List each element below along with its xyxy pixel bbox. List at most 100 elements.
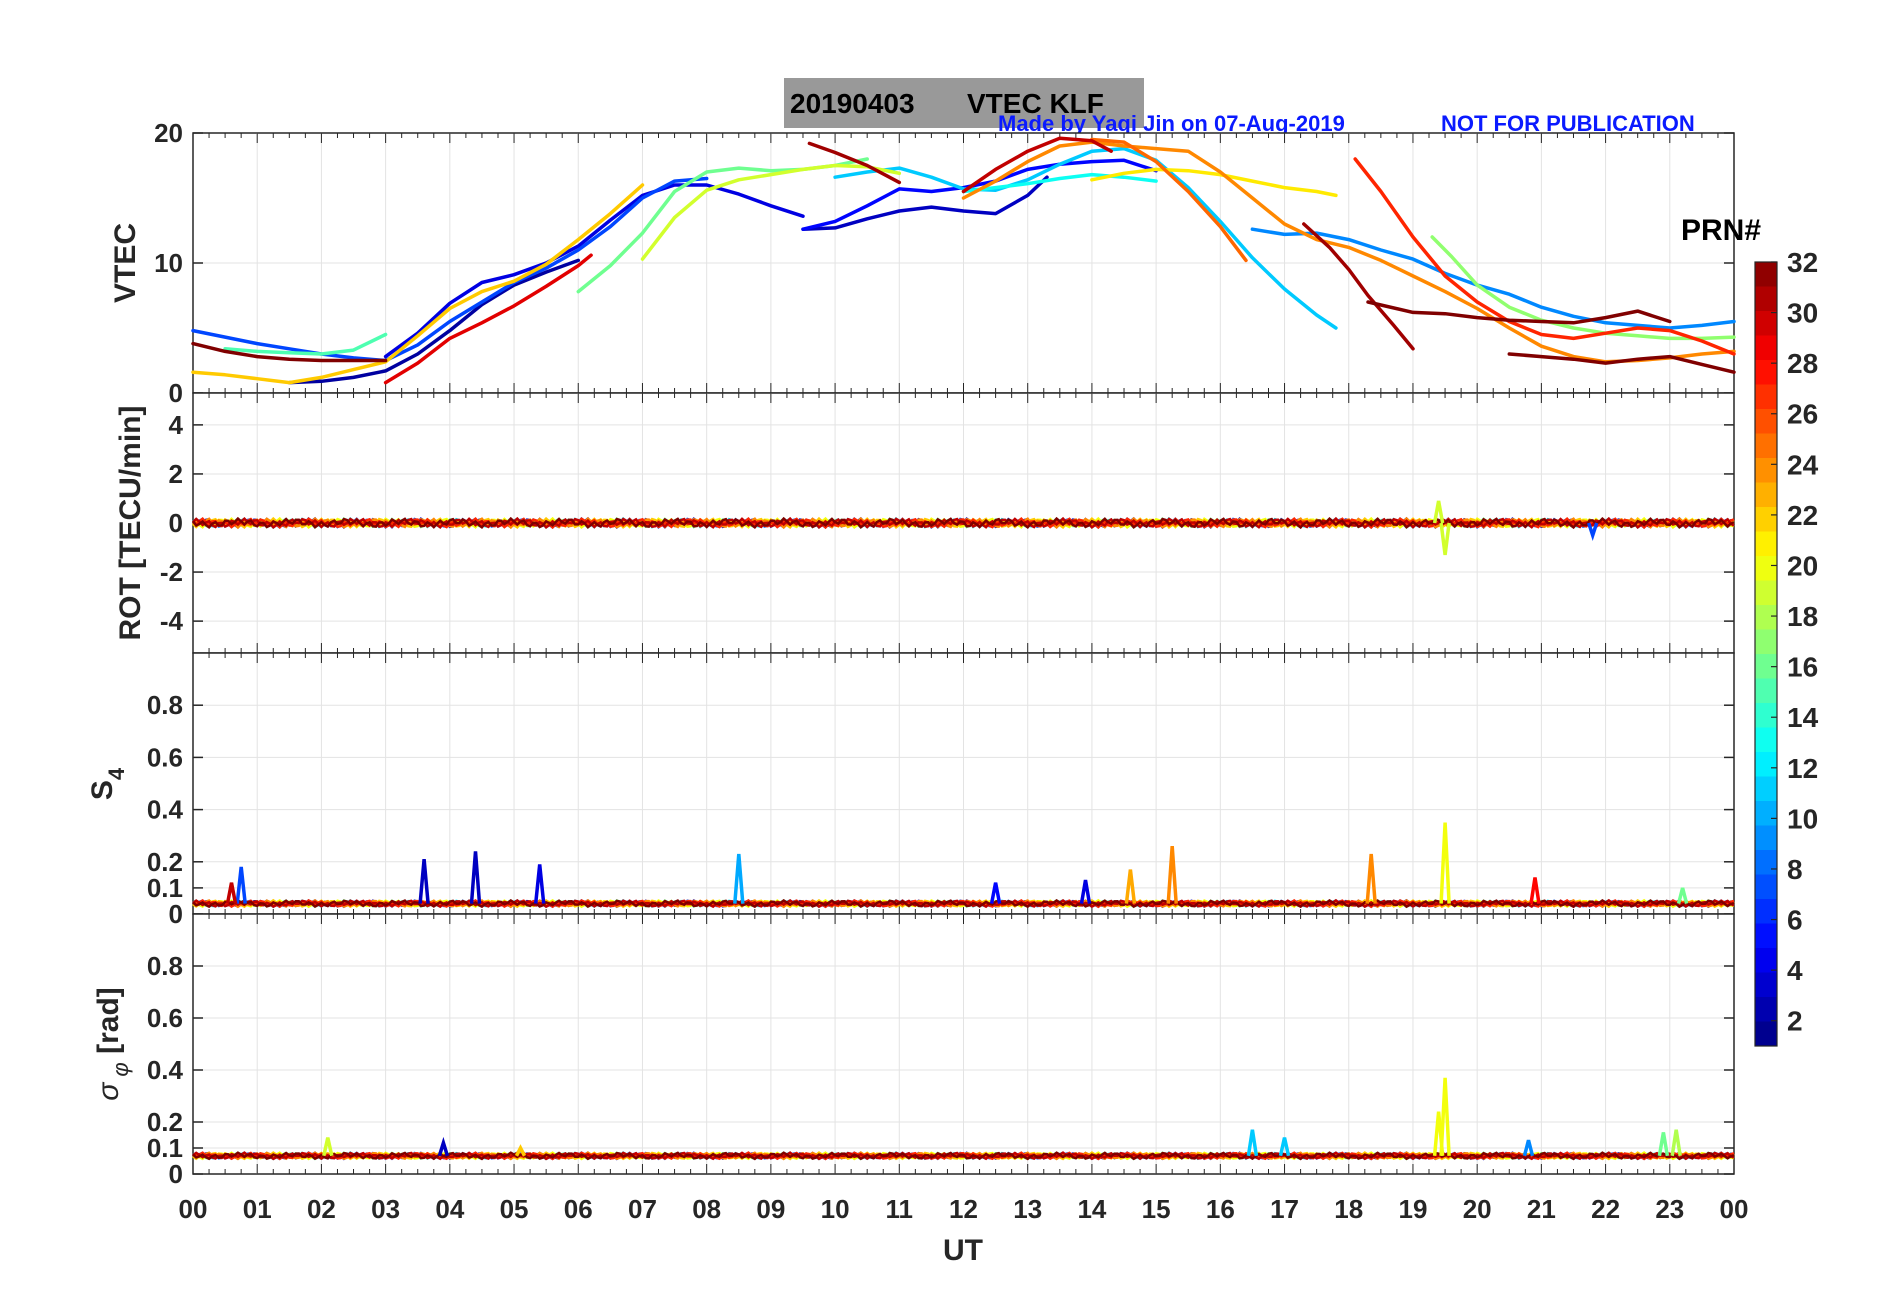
vtec-series-line <box>1507 352 1736 374</box>
vtec-series-line <box>1430 235 1736 341</box>
sigma-phi-ylabel-text: σ φ [rad] <box>92 987 133 1101</box>
colorbar-swatch <box>1755 776 1777 802</box>
colorbar-swatch <box>1755 678 1777 704</box>
spike-mark <box>733 853 745 904</box>
vtec-series-line <box>1353 157 1736 356</box>
colorbar-swatch <box>1755 850 1777 875</box>
colorbar-tick-label: 14 <box>1787 702 1819 733</box>
x-tick-label: 15 <box>1142 1194 1171 1224</box>
spike-mark <box>1124 869 1137 904</box>
spike-mark <box>1676 887 1689 905</box>
x-tick-label: 19 <box>1398 1194 1427 1224</box>
colorbar-swatch <box>1755 262 1777 287</box>
x-tick-label: 14 <box>1077 1194 1106 1224</box>
spike-mark <box>1432 500 1445 524</box>
vtec-series-line <box>191 341 388 363</box>
sigma-phi-series <box>192 1077 1735 1161</box>
y-tick-label: 0 <box>169 899 183 929</box>
y-tick-label: 0.4 <box>147 795 184 825</box>
colorbar-tick-label: 12 <box>1787 753 1818 784</box>
baseline-trace <box>192 1151 1735 1161</box>
vtec-series-line <box>833 146 1338 330</box>
y-tick-label: 10 <box>154 248 183 278</box>
vtec-series-line <box>383 253 593 385</box>
spike-mark <box>437 1136 450 1157</box>
x-tick-label: 12 <box>949 1194 978 1224</box>
spike-mark <box>1522 1139 1535 1157</box>
x-tick-label: 07 <box>628 1194 657 1224</box>
colorbar-tick-label: 10 <box>1787 803 1818 834</box>
colorbar-swatch <box>1755 654 1777 679</box>
x-tick-label: 08 <box>692 1194 721 1224</box>
x-tick-label: 06 <box>564 1194 593 1224</box>
colorbar-swatch <box>1755 923 1777 949</box>
sigma-phi-panel: 00.10.2 0.4 0.6 0.8 σ φ [rad] <box>92 913 1735 1189</box>
vtec-series-line <box>1302 222 1415 351</box>
notice-text: NOT FOR PUBLICATION <box>1441 111 1695 136</box>
y-tick-label: 0.1 <box>147 873 183 903</box>
colorbar-swatch <box>1755 727 1777 753</box>
vtec-series-line <box>801 158 1158 231</box>
y-tick-label: 0 <box>169 378 183 408</box>
spike-mark <box>225 882 238 904</box>
colorbar-swatch <box>1755 409 1777 434</box>
colorbar-label: PRN# <box>1681 214 1761 247</box>
vtec-panel: 0 10 20 VTEC <box>109 118 1736 408</box>
spike-mark <box>1587 522 1599 541</box>
x-tick-label: 17 <box>1270 1194 1299 1224</box>
x-tick-label: 11 <box>886 1194 914 1224</box>
spike-mark <box>322 1137 334 1157</box>
x-tick-label: 20 <box>1463 1194 1492 1224</box>
vtec-series-line <box>1250 227 1736 330</box>
spike-mark <box>1166 845 1178 904</box>
s4-ylabel-text: S4 <box>86 767 129 800</box>
spike-mark <box>1432 1111 1445 1156</box>
colorbar-swatch <box>1755 482 1777 508</box>
spike-mark <box>514 1144 527 1157</box>
sigma-phi-grid <box>192 914 1735 1175</box>
vtec-series-line <box>383 183 805 359</box>
spike-mark <box>989 882 1002 904</box>
y-tick-label: 0 <box>169 1159 183 1189</box>
colorbar-tick-label: 6 <box>1787 905 1803 936</box>
x-tick-label: 16 <box>1206 1194 1235 1224</box>
colorbar-swatch <box>1755 360 1777 385</box>
title-box <box>784 78 1144 128</box>
colorbar-swatch <box>1755 311 1777 336</box>
colorbar-swatch <box>1755 948 1777 973</box>
title-label: VTEC KLF <box>967 88 1104 119</box>
colorbar-swatch <box>1755 556 1777 581</box>
s4-panel: 00.10.2 0.4 0.6 0.8 S4 <box>86 652 1735 929</box>
x-tick-label: 23 <box>1655 1194 1684 1224</box>
spike-mark <box>1439 822 1451 904</box>
y-tick-label: -2 <box>160 557 183 587</box>
y-tick-label: 0 <box>169 508 183 538</box>
x-tick-label: 01 <box>243 1194 272 1224</box>
colorbar-tick-label: 20 <box>1787 550 1818 581</box>
colorbar-swatch <box>1755 433 1777 459</box>
colorbar-frame <box>1754 261 1778 1047</box>
sigma-phi-yticks: 00.10.2 0.4 0.6 0.8 <box>147 951 184 1189</box>
x-tick-label: 10 <box>821 1194 850 1224</box>
vtec-series-line <box>1366 300 1672 325</box>
s4-series <box>192 822 1735 909</box>
colorbar-swatch <box>1755 507 1777 532</box>
sigma-phi-ylabel: σ φ [rad] <box>92 987 133 1101</box>
spike-mark <box>469 851 482 904</box>
vtec-series-line <box>801 175 1049 231</box>
spike-mark <box>1365 853 1377 904</box>
spike-mark <box>1278 1137 1291 1157</box>
colorbar-tick-label: 4 <box>1787 955 1803 986</box>
colorbar-tick-label: 16 <box>1787 652 1818 683</box>
y-tick-label: 0.8 <box>147 690 183 720</box>
s4-grid <box>192 653 1735 915</box>
colorbar-swatch <box>1755 703 1777 728</box>
colorbar-swatch <box>1755 531 1777 557</box>
x-axis-ticks: 00 01 02 03 04 05 06 07 08 09 10 11 12 13 14 15 16 17 18 19… <box>179 1194 1749 1224</box>
spike-mark <box>533 864 546 904</box>
colorbar-swatch <box>1755 1021 1777 1047</box>
vtec-series-line <box>640 163 902 261</box>
y-tick-label: 4 <box>169 410 184 440</box>
x-tick-label: 05 <box>500 1194 529 1224</box>
